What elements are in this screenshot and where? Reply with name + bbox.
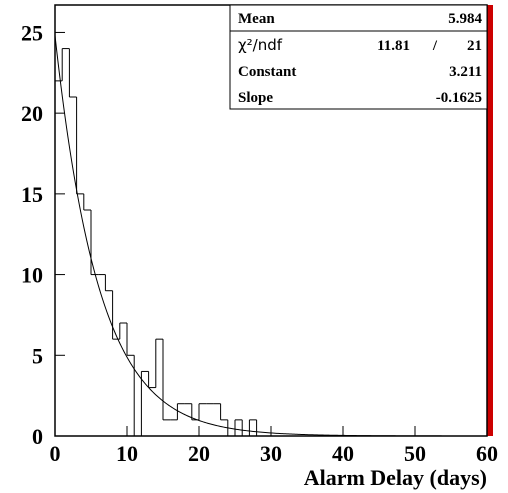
stats-box: Mean 5.984 χ²/ndf 11.81 / 21 Constant 3.… <box>229 4 488 110</box>
x-tick-label: 20 <box>188 441 210 466</box>
stats-label: χ²/ndf <box>238 36 283 54</box>
frame-shadow <box>487 5 493 436</box>
stats-frame <box>229 4 488 110</box>
y-tick-label: 15 <box>21 182 43 207</box>
x-tick-label: 50 <box>404 441 426 466</box>
x-tick-label: 10 <box>116 441 138 466</box>
y-tick-label: 0 <box>32 424 43 449</box>
x-tick-label: 30 <box>260 441 282 466</box>
x-tick-label: 0 <box>50 441 61 466</box>
x-tick-label: 40 <box>332 441 354 466</box>
stats-value: 21 <box>467 38 482 54</box>
stats-label: Slope <box>238 90 273 106</box>
stats-value: 11.81 <box>377 38 410 54</box>
y-tick-label: 5 <box>32 343 43 368</box>
stats-label: Constant <box>238 64 296 80</box>
y-tick-label: 10 <box>21 263 43 288</box>
y-tick-label: 25 <box>21 20 43 45</box>
x-tick-label: 60 <box>476 441 498 466</box>
stats-sep-text: / <box>432 38 438 54</box>
x-axis-label: Alarm Delay (days) <box>304 465 487 490</box>
stats-value: 3.211 <box>449 64 482 80</box>
y-tick-label: 20 <box>21 101 43 126</box>
stats-value: -0.1625 <box>436 90 482 106</box>
stats-label: Mean <box>238 11 275 27</box>
stats-value: 5.984 <box>448 11 482 27</box>
